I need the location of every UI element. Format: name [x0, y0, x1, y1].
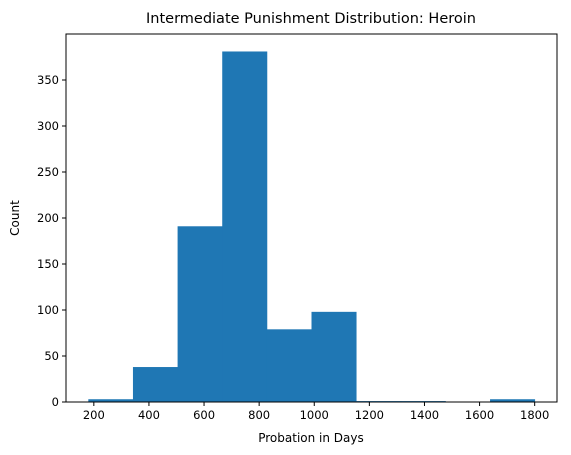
- y-tick-label: 200: [37, 211, 59, 225]
- y-tick-label: 350: [37, 73, 59, 87]
- x-axis-ticks: 200 400 600 800 1000 1200 1400 1600 1800: [83, 402, 549, 422]
- y-tick-label: 300: [37, 119, 59, 133]
- x-tick-label: 1000: [300, 408, 329, 422]
- y-axis-label: Count: [8, 200, 22, 236]
- x-tick-label: 800: [248, 408, 270, 422]
- x-axis-label: Probation in Days: [258, 431, 364, 445]
- bars-group: [88, 51, 536, 402]
- x-tick-label: 1200: [355, 408, 384, 422]
- x-tick-label: 1400: [410, 408, 439, 422]
- y-tick-label: 100: [37, 303, 59, 317]
- histogram-bar: [88, 399, 134, 402]
- histogram-bar: [266, 329, 312, 402]
- x-tick-label: 200: [83, 408, 105, 422]
- histogram-bar: [490, 399, 536, 402]
- chart-title: Intermediate Punishment Distribution: He…: [146, 11, 476, 27]
- x-tick-label: 1800: [520, 408, 549, 422]
- plot-area-frame: [65, 33, 558, 403]
- y-tick-label: 0: [52, 395, 59, 409]
- y-tick-label: 50: [44, 349, 59, 363]
- y-axis-ticks: 0 50 100 150 200 250 300 350: [37, 73, 66, 409]
- histogram-bar: [311, 311, 357, 402]
- histogram-bar: [177, 226, 223, 402]
- x-tick-label: 1600: [465, 408, 494, 422]
- histogram-bar: [222, 51, 268, 402]
- y-tick-label: 150: [37, 257, 59, 271]
- histogram-bar: [132, 367, 178, 402]
- x-tick-label: 400: [138, 408, 160, 422]
- x-tick-label: 600: [193, 408, 215, 422]
- y-tick-label: 250: [37, 165, 59, 179]
